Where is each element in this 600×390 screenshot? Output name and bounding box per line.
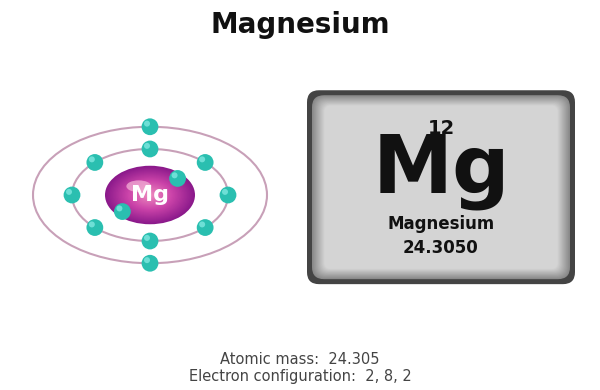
Ellipse shape	[119, 174, 182, 215]
Ellipse shape	[114, 172, 186, 218]
Circle shape	[144, 143, 150, 149]
Circle shape	[144, 257, 150, 263]
Circle shape	[142, 118, 158, 135]
FancyBboxPatch shape	[323, 105, 559, 270]
Circle shape	[64, 186, 80, 204]
Text: Mg: Mg	[372, 132, 510, 210]
Ellipse shape	[105, 166, 195, 224]
FancyBboxPatch shape	[314, 98, 568, 277]
Circle shape	[86, 154, 103, 171]
Ellipse shape	[141, 189, 159, 201]
FancyBboxPatch shape	[319, 101, 563, 274]
FancyBboxPatch shape	[307, 90, 575, 284]
Ellipse shape	[139, 188, 161, 202]
FancyBboxPatch shape	[314, 97, 568, 278]
FancyBboxPatch shape	[318, 100, 564, 274]
Ellipse shape	[133, 184, 167, 206]
Circle shape	[144, 121, 150, 127]
FancyBboxPatch shape	[325, 106, 557, 269]
Text: Electron configuration:  2, 8, 2: Electron configuration: 2, 8, 2	[188, 369, 412, 385]
Ellipse shape	[107, 167, 193, 223]
Ellipse shape	[149, 194, 151, 196]
Circle shape	[220, 186, 236, 204]
Ellipse shape	[123, 177, 177, 213]
FancyBboxPatch shape	[322, 104, 560, 271]
Ellipse shape	[111, 170, 189, 220]
FancyBboxPatch shape	[317, 99, 565, 275]
Circle shape	[199, 156, 205, 162]
FancyBboxPatch shape	[313, 96, 569, 278]
Circle shape	[142, 232, 158, 250]
FancyBboxPatch shape	[320, 102, 562, 273]
Ellipse shape	[146, 192, 155, 198]
Ellipse shape	[110, 168, 191, 221]
FancyBboxPatch shape	[320, 102, 562, 272]
Circle shape	[197, 154, 214, 171]
Ellipse shape	[128, 180, 173, 209]
Circle shape	[116, 206, 122, 211]
FancyBboxPatch shape	[319, 101, 563, 273]
Text: 24.3050: 24.3050	[403, 239, 479, 257]
Ellipse shape	[127, 180, 151, 192]
Circle shape	[169, 170, 186, 187]
FancyBboxPatch shape	[312, 95, 570, 279]
Circle shape	[89, 222, 95, 227]
Circle shape	[142, 255, 158, 272]
FancyBboxPatch shape	[324, 105, 558, 269]
Text: Mg: Mg	[131, 185, 169, 205]
Text: Magnesium: Magnesium	[388, 215, 494, 233]
Ellipse shape	[121, 176, 179, 213]
Ellipse shape	[138, 187, 162, 203]
Text: Magnesium: Magnesium	[210, 11, 390, 39]
Circle shape	[86, 219, 103, 236]
Ellipse shape	[117, 174, 183, 216]
Circle shape	[66, 189, 72, 195]
FancyBboxPatch shape	[316, 99, 566, 276]
Circle shape	[199, 222, 205, 227]
Ellipse shape	[147, 193, 153, 197]
Ellipse shape	[125, 178, 176, 211]
Ellipse shape	[108, 168, 192, 222]
Ellipse shape	[135, 185, 165, 205]
Circle shape	[144, 235, 150, 241]
Text: Atomic mass:  24.305: Atomic mass: 24.305	[220, 353, 380, 367]
Ellipse shape	[115, 172, 185, 217]
Circle shape	[197, 219, 214, 236]
Ellipse shape	[132, 183, 168, 207]
Circle shape	[89, 156, 95, 162]
FancyBboxPatch shape	[315, 98, 567, 277]
Circle shape	[172, 172, 178, 178]
Ellipse shape	[120, 176, 180, 214]
Circle shape	[114, 203, 131, 220]
FancyBboxPatch shape	[317, 99, 565, 275]
Circle shape	[142, 140, 158, 158]
FancyBboxPatch shape	[313, 96, 569, 278]
Ellipse shape	[131, 182, 170, 207]
Ellipse shape	[113, 170, 187, 219]
FancyBboxPatch shape	[322, 103, 560, 271]
Ellipse shape	[144, 191, 156, 199]
Text: 12: 12	[427, 119, 455, 138]
Ellipse shape	[143, 190, 157, 200]
Circle shape	[222, 189, 228, 195]
FancyBboxPatch shape	[321, 103, 561, 271]
Ellipse shape	[137, 186, 163, 204]
Ellipse shape	[129, 181, 171, 209]
Ellipse shape	[126, 179, 174, 211]
